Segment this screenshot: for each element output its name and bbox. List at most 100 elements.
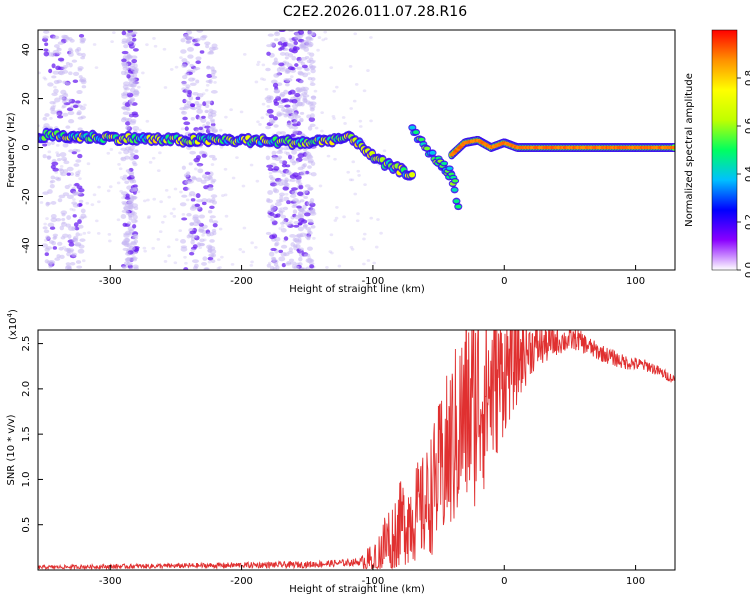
spectral-speckle [332, 117, 336, 120]
spectral-speckle [62, 66, 67, 70]
spectral-speckle [126, 39, 133, 44]
spectral-speckle [179, 107, 186, 111]
spectral-speckle [299, 111, 305, 115]
spectral-speckle [288, 37, 293, 41]
spectral-speckle [265, 231, 272, 236]
spectral-speckle [73, 222, 79, 228]
spectral-speckle [268, 175, 274, 179]
spectral-speckle [76, 46, 82, 52]
spectral-speckle [52, 101, 57, 105]
x-tick-label-bottom: -300 [99, 576, 122, 587]
spectral-speckle [68, 51, 74, 57]
spectral-speckle [195, 105, 202, 110]
spectral-speckle [107, 232, 112, 236]
spectral-speckle [188, 77, 195, 82]
spectral-speckle [194, 203, 201, 207]
spectral-speckle [302, 95, 307, 101]
spectral-speckle [195, 60, 201, 65]
spectral-speckle [58, 194, 66, 199]
spectral-speckle [201, 201, 207, 206]
spectral-speckle [178, 229, 183, 233]
spectral-speckle [54, 257, 61, 261]
spectral-speckle [196, 163, 204, 167]
spectral-speckle [308, 57, 314, 62]
spectral-speckle [64, 39, 69, 43]
spectral-speckle [127, 199, 134, 204]
spectral-speckle [283, 89, 289, 95]
spectral-speckle [337, 264, 342, 268]
spectral-speckle [42, 154, 47, 159]
spectral-speckle [66, 215, 72, 220]
spectral-speckle [266, 108, 274, 114]
track-core [412, 130, 419, 135]
spectral-speckle [68, 71, 73, 76]
spectral-speckle [350, 178, 355, 182]
spectral-speckle [282, 206, 289, 211]
spectral-speckle [289, 220, 293, 224]
spectral-speckle [42, 116, 48, 121]
spectral-speckle [172, 207, 176, 211]
spectral-speckle [310, 201, 314, 205]
spectral-speckle [57, 241, 63, 246]
spectral-speckle [261, 63, 266, 67]
spectral-speckle [329, 233, 334, 237]
spectral-speckle [146, 216, 151, 220]
spectral-speckle [78, 78, 84, 83]
spectral-speckle [309, 202, 316, 208]
spectral-speckle [302, 223, 309, 228]
spectral-speckle [278, 65, 286, 70]
spectral-speckle [148, 160, 153, 164]
spectral-speckle [321, 38, 325, 42]
spectral-speckle [43, 238, 48, 242]
spectral-speckle [188, 162, 193, 166]
spectral-speckle [59, 165, 64, 168]
spectral-speckle [193, 68, 198, 71]
track-peak [671, 145, 675, 150]
spectral-speckle [43, 222, 47, 226]
spectral-speckle [173, 261, 178, 265]
spectral-speckle [275, 213, 281, 218]
spectral-speckle [299, 119, 304, 123]
spectral-speckle [210, 194, 218, 198]
spectral-speckle [49, 183, 55, 189]
spectral-speckle [307, 51, 311, 55]
spectral-speckle [268, 114, 275, 119]
spectral-speckle [220, 255, 224, 259]
spectral-speckle [60, 89, 67, 95]
spectral-speckle [279, 46, 285, 50]
spectral-speckle [57, 158, 62, 162]
spectral-speckle [287, 53, 294, 58]
spectral-speckle [137, 85, 141, 89]
spectral-speckle [81, 85, 87, 89]
spectral-speckle [184, 99, 188, 103]
spectral-speckle [280, 207, 284, 210]
spectral-speckle [62, 192, 70, 197]
spectral-speckle [181, 194, 188, 198]
spectral-speckle [67, 234, 72, 239]
spectral-speckle [180, 245, 188, 249]
spectral-speckle [265, 67, 271, 72]
spectral-speckle [284, 262, 292, 266]
spectral-speckle [77, 188, 85, 193]
spectral-speckle [44, 42, 49, 47]
spectral-speckle [267, 261, 272, 265]
spectral-speckle [121, 30, 127, 36]
spectral-speckle [235, 156, 239, 160]
spectral-speckle [188, 191, 196, 196]
spectral-speckle [285, 68, 290, 74]
spectral-speckle [205, 121, 211, 126]
spectral-speckle [298, 217, 305, 223]
spectral-speckle [66, 166, 74, 172]
spectral-speckle [382, 149, 387, 153]
spectral-speckle [285, 164, 291, 168]
spectral-speckle [121, 177, 127, 181]
spectral-speckle [52, 246, 58, 250]
spectral-speckle [51, 75, 57, 79]
spectral-speckle [369, 36, 373, 39]
spectral-speckle [189, 63, 194, 68]
spectral-speckle [43, 229, 50, 234]
spectral-speckle [38, 71, 41, 75]
spectral-speckle [190, 239, 195, 245]
spectral-speckle [65, 262, 71, 266]
spectral-speckle [120, 156, 127, 162]
